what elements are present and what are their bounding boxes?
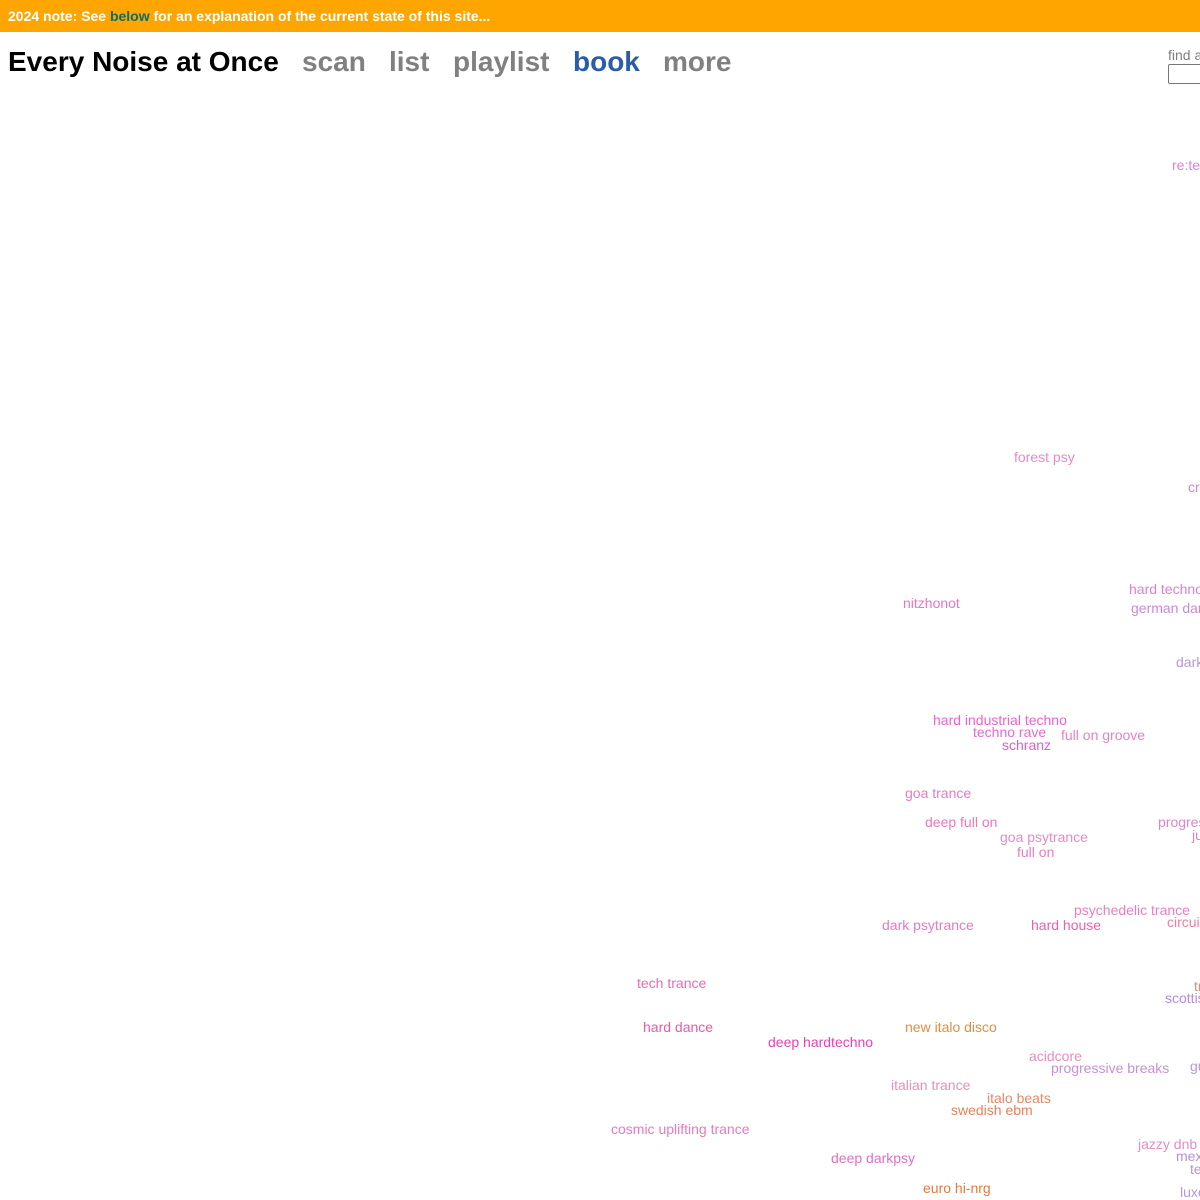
nav-scan[interactable]: scan (302, 46, 366, 77)
genre-label[interactable]: mex (1176, 1148, 1200, 1164)
find-artist-input[interactable] (1168, 64, 1200, 84)
nav-list[interactable]: list (389, 46, 430, 77)
genre-label[interactable]: cr (1188, 479, 1200, 495)
genre-label[interactable]: euro hi-nrg (923, 1180, 991, 1196)
genre-label[interactable]: nitzhonot (903, 595, 960, 611)
notice-banner: 2024 note: See below for an explanation … (0, 0, 1200, 32)
banner-prefix: 2024 note: See (8, 8, 110, 24)
genre-label[interactable]: scottis (1165, 990, 1200, 1006)
genre-label[interactable]: progres (1158, 814, 1200, 830)
genre-label[interactable]: cosmic uplifting trance (611, 1121, 750, 1137)
genre-label[interactable]: dark psytrance (882, 917, 974, 933)
genre-label[interactable]: re:te (1172, 157, 1200, 173)
genre-label[interactable]: forest psy (1014, 449, 1075, 465)
nav-more[interactable]: more (663, 46, 732, 77)
genre-label[interactable]: deep hardtechno (768, 1034, 874, 1050)
genre-label[interactable]: goa trance (905, 785, 972, 801)
genre-label[interactable]: tr (1194, 978, 1200, 994)
genre-label[interactable]: swedish ebm (951, 1102, 1033, 1118)
genre-label[interactable]: schranz (1002, 737, 1052, 753)
genre-label[interactable]: hard techno (1129, 581, 1200, 597)
genre-label[interactable]: full on groove (1061, 727, 1146, 743)
genre-label[interactable]: ju (1192, 827, 1200, 843)
genre-label[interactable]: italo beats (987, 1090, 1051, 1106)
genre-label[interactable]: hard dance (643, 1019, 714, 1035)
genre-label[interactable]: hard industrial techno (933, 712, 1067, 728)
genre-label[interactable]: dark (1176, 654, 1200, 670)
genre-label[interactable]: full on (1017, 844, 1055, 860)
banner-suffix: for an explanation of the current state … (149, 8, 491, 24)
genre-label[interactable]: te (1190, 1161, 1200, 1177)
genre-label[interactable]: luxe (1180, 1184, 1200, 1200)
site-title[interactable]: Every Noise at Once (8, 46, 279, 77)
genre-label[interactable]: acidcore (1029, 1048, 1082, 1064)
banner-below-link[interactable]: below (109, 8, 150, 24)
genre-label[interactable]: german dar (1131, 600, 1200, 616)
genre-label[interactable]: gu (1190, 1058, 1200, 1074)
nav-playlist[interactable]: playlist (453, 46, 550, 77)
genre-label[interactable]: deep darkpsy (831, 1150, 916, 1166)
genre-label[interactable]: deep full on (925, 814, 998, 830)
genre-label[interactable]: goa psytrance (1000, 829, 1088, 845)
genre-label[interactable]: new italo disco (905, 1019, 997, 1035)
nav-book[interactable]: book (573, 46, 640, 77)
genre-label[interactable]: jazzy dnb (1138, 1136, 1198, 1152)
genre-label[interactable]: italian trance (891, 1077, 971, 1093)
genre-label[interactable]: tech trance (637, 975, 707, 991)
find-artist-label: find a (1168, 47, 1200, 63)
genre-label[interactable]: hard house (1031, 917, 1102, 933)
genre-label[interactable]: progressive breaks (1051, 1060, 1170, 1076)
genre-label[interactable]: techno rave (973, 724, 1047, 740)
genre-label[interactable]: psychedelic trance (1074, 902, 1190, 918)
genre-label[interactable]: circui (1167, 914, 1200, 930)
